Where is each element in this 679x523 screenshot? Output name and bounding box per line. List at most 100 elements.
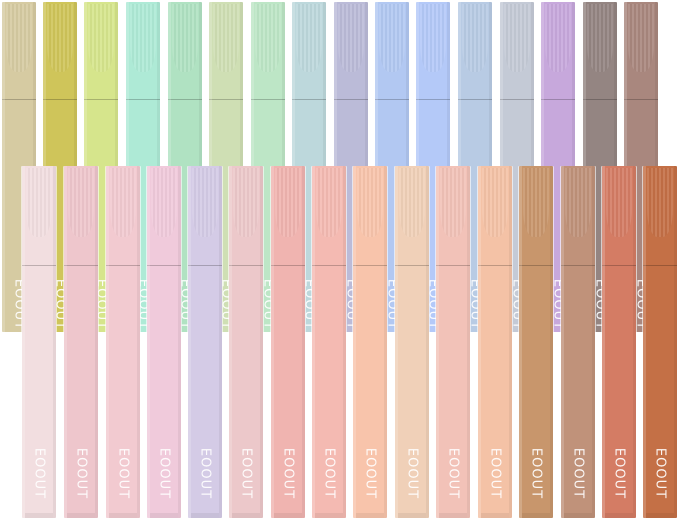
shadow-edge bbox=[95, 166, 98, 518]
marker-cap bbox=[353, 166, 387, 265]
shadow-edge bbox=[550, 166, 553, 518]
brand-label: EOOUT bbox=[280, 447, 296, 500]
shadow-edge bbox=[426, 166, 429, 518]
highlight-edge bbox=[353, 166, 356, 518]
shadow-edge bbox=[509, 166, 512, 518]
cap-seam bbox=[229, 265, 263, 266]
marker-cap bbox=[500, 2, 534, 99]
shadow-edge bbox=[467, 166, 470, 518]
highlight-edge bbox=[106, 166, 109, 518]
highlight-edge bbox=[395, 166, 398, 518]
shadow-edge bbox=[260, 166, 263, 518]
brand-label: EOOUT bbox=[404, 447, 420, 500]
highlight-edge bbox=[188, 166, 191, 518]
cap-seam bbox=[602, 265, 636, 266]
marker-tip-end bbox=[522, 513, 550, 518]
shadow-edge bbox=[178, 166, 181, 518]
cap-seam bbox=[334, 99, 368, 100]
highlighter-marker: EOOUT bbox=[64, 166, 98, 518]
brand-label: EOOUT bbox=[238, 447, 254, 500]
marker-tip-end bbox=[481, 513, 509, 518]
marker-cap bbox=[436, 166, 470, 265]
cap-seam bbox=[375, 99, 409, 100]
highlight-edge bbox=[519, 166, 522, 518]
cap-seam bbox=[251, 99, 285, 100]
marker-cap bbox=[395, 166, 429, 265]
brand-label: EOOUT bbox=[115, 447, 131, 500]
highlighter-marker: EOOUT bbox=[643, 166, 677, 518]
brand-label: EOOUT bbox=[321, 447, 337, 500]
cap-seam bbox=[624, 99, 658, 100]
cap-seam bbox=[22, 265, 56, 266]
cap-seam bbox=[541, 99, 575, 100]
cap-seam bbox=[168, 99, 202, 100]
marker-tip-end bbox=[356, 513, 384, 518]
highlighter-marker: EOOUT bbox=[436, 166, 470, 518]
brand-label: EOOUT bbox=[611, 447, 627, 500]
shadow-edge bbox=[384, 166, 387, 518]
cap-seam bbox=[126, 99, 160, 100]
cap-seam bbox=[436, 265, 470, 266]
highlighter-marker: EOOUT bbox=[22, 166, 56, 518]
highlighter-marker: EOOUT bbox=[106, 166, 140, 518]
cap-seam bbox=[106, 265, 140, 266]
cap-seam bbox=[147, 265, 181, 266]
cap-seam bbox=[2, 99, 36, 100]
marker-cap bbox=[229, 166, 263, 265]
marker-cap bbox=[188, 166, 222, 265]
cap-seam bbox=[292, 99, 326, 100]
marker-tip-end bbox=[191, 513, 219, 518]
highlight-edge bbox=[478, 166, 481, 518]
brand-label: EOOUT bbox=[445, 447, 461, 500]
marker-cap bbox=[251, 2, 285, 99]
marker-cap bbox=[312, 166, 346, 265]
cap-seam bbox=[643, 265, 677, 266]
brand-label: EOOUT bbox=[487, 447, 503, 500]
marker-cap bbox=[334, 2, 368, 99]
shadow-edge bbox=[53, 166, 56, 518]
shadow-edge bbox=[674, 166, 677, 518]
cap-seam bbox=[478, 265, 512, 266]
marker-cap bbox=[624, 2, 658, 99]
highlighter-marker: EOOUT bbox=[395, 166, 429, 518]
marker-cap bbox=[561, 166, 595, 265]
highlighter-marker: EOOUT bbox=[602, 166, 636, 518]
highlighter-marker: EOOUT bbox=[271, 166, 305, 518]
brand-label: EOOUT bbox=[197, 447, 213, 500]
cap-seam bbox=[583, 99, 617, 100]
marker-tip-end bbox=[25, 513, 53, 518]
marker-cap bbox=[583, 2, 617, 99]
marker-cap bbox=[209, 2, 243, 99]
marker-tip-end bbox=[564, 513, 592, 518]
brand-label: EOOUT bbox=[528, 447, 544, 500]
cap-seam bbox=[395, 265, 429, 266]
cap-seam bbox=[209, 99, 243, 100]
brand-label: EOOUT bbox=[156, 447, 172, 500]
cap-seam bbox=[271, 265, 305, 266]
highlight-edge bbox=[64, 166, 67, 518]
marker-tip-end bbox=[315, 513, 343, 518]
cap-seam bbox=[312, 265, 346, 266]
cap-seam bbox=[561, 265, 595, 266]
highlighter-marker: EOOUT bbox=[188, 166, 222, 518]
marker-tip-end bbox=[150, 513, 178, 518]
marker-tip-end bbox=[398, 513, 426, 518]
highlight-edge bbox=[643, 166, 646, 518]
cap-seam bbox=[519, 265, 553, 266]
brand-label: EOOUT bbox=[31, 447, 47, 500]
marker-tip-end bbox=[109, 513, 137, 518]
marker-tip-end bbox=[646, 513, 674, 518]
shadow-edge bbox=[343, 166, 346, 518]
highlight-edge bbox=[2, 2, 5, 332]
shadow-edge bbox=[592, 166, 595, 518]
highlighter-marker: EOOUT bbox=[147, 166, 181, 518]
marker-cap bbox=[43, 2, 77, 99]
highlighter-marker: EOOUT bbox=[353, 166, 387, 518]
shadow-edge bbox=[633, 166, 636, 518]
cap-seam bbox=[64, 265, 98, 266]
marker-cap bbox=[602, 166, 636, 265]
marker-cap bbox=[84, 2, 118, 99]
marker-cap bbox=[478, 166, 512, 265]
highlighter-marker: EOOUT bbox=[561, 166, 595, 518]
